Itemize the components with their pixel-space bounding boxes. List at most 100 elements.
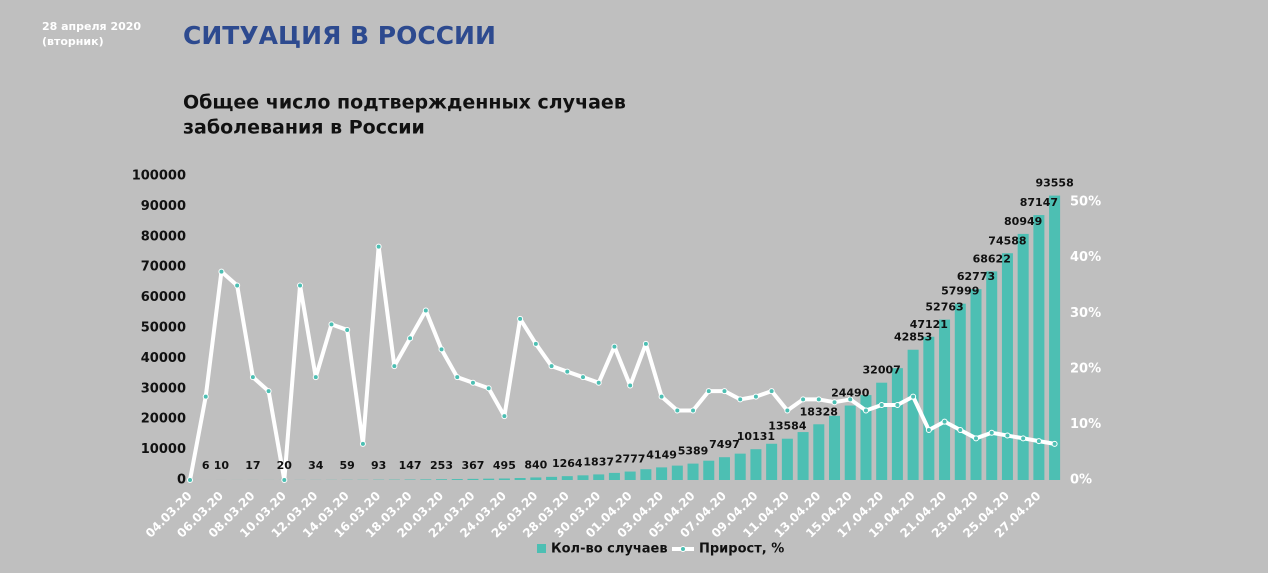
header: СИТУАЦИЯ В РОССИИ — [183, 21, 496, 50]
value-label: 68622 — [973, 252, 1011, 265]
value-label: 87147 — [1020, 196, 1058, 209]
y-tick-label: 30000 — [141, 381, 186, 396]
growth-point — [328, 321, 335, 328]
value-label: 10131 — [737, 430, 775, 443]
value-label: 74588 — [988, 234, 1026, 247]
y-tick-label: 80000 — [141, 229, 186, 244]
value-label: 1837 — [583, 455, 614, 468]
y-tick-label: 60000 — [141, 290, 186, 305]
value-label: 24490 — [831, 387, 870, 400]
y-tick-label: 10000 — [141, 442, 186, 457]
legend-swatch — [537, 544, 546, 553]
growth-point — [501, 413, 508, 420]
y2-tick-label: 10% — [1070, 417, 1101, 432]
value-label: 32007 — [863, 364, 901, 377]
y2-tick-label: 30% — [1070, 306, 1101, 321]
value-label: 20 — [277, 459, 293, 472]
growth-point — [910, 393, 917, 400]
growth-point — [548, 363, 555, 370]
bar — [1017, 233, 1029, 480]
growth-point — [187, 477, 193, 483]
value-label: 495 — [493, 459, 516, 472]
value-label: 52763 — [925, 301, 963, 314]
growth-point — [752, 393, 759, 400]
value-label: 62773 — [957, 270, 995, 283]
y2-tick-label: 50% — [1070, 195, 1101, 210]
growth-point — [517, 315, 524, 322]
bar — [608, 472, 620, 480]
growth-point — [674, 407, 681, 414]
growth-point — [800, 396, 807, 403]
bar — [656, 467, 668, 480]
growth-point — [627, 382, 634, 389]
growth-point — [218, 268, 225, 275]
value-label: 2777 — [615, 453, 646, 466]
growth-point — [344, 326, 351, 333]
growth-point — [878, 401, 885, 408]
value-label: 147 — [399, 459, 422, 472]
growth-point — [564, 368, 571, 375]
bar — [687, 463, 699, 480]
bar — [546, 476, 558, 480]
y-tick-label: 0 — [177, 473, 186, 488]
bar — [718, 457, 730, 480]
bar — [530, 477, 542, 480]
date: 28 апреля 2020 — [42, 20, 141, 33]
y-tick-label: 50000 — [141, 321, 186, 336]
growth-point — [894, 401, 901, 408]
value-label: 7497 — [709, 438, 740, 451]
bar — [1001, 253, 1013, 480]
bar — [813, 424, 825, 480]
growth-point — [234, 282, 241, 289]
growth-point — [957, 426, 964, 433]
growth-point — [422, 307, 429, 314]
growth-point — [438, 346, 445, 353]
bar — [671, 465, 683, 480]
value-label: 18328 — [800, 405, 838, 418]
growth-point — [768, 388, 775, 395]
growth-point — [265, 388, 272, 395]
y2-tick-label: 20% — [1070, 361, 1101, 376]
value-label: 47121 — [910, 318, 948, 331]
value-label: 6 — [202, 459, 210, 472]
value-label: 4149 — [646, 448, 677, 461]
value-label: 10 — [214, 459, 230, 472]
value-label: 5389 — [678, 445, 709, 458]
bar — [498, 478, 510, 480]
value-label: 13584 — [768, 420, 807, 433]
growth-point — [595, 379, 602, 386]
growth-point — [815, 396, 822, 403]
y2-tick-label: 0% — [1070, 473, 1092, 488]
bar — [891, 368, 903, 480]
bar — [750, 449, 762, 480]
y-tick-label: 90000 — [141, 199, 186, 214]
bar — [514, 477, 526, 480]
value-label: 93 — [371, 459, 386, 472]
growth-point — [784, 407, 791, 414]
growth-point — [642, 340, 649, 347]
growth-point — [532, 340, 539, 347]
growth-point — [249, 374, 256, 381]
bar — [907, 349, 919, 480]
bar — [1033, 215, 1045, 480]
bar — [561, 476, 573, 480]
value-label: 840 — [524, 458, 547, 471]
growth-point — [1051, 440, 1058, 447]
chart-title: Общее число подтвержденных случаев — [183, 92, 626, 114]
bar — [876, 382, 888, 480]
bar — [640, 469, 652, 480]
growth-point — [297, 282, 304, 289]
growth-point — [847, 396, 854, 403]
bar — [954, 303, 966, 480]
y-tick-label: 20000 — [141, 412, 186, 427]
growth-point — [407, 335, 414, 342]
y-tick-label: 70000 — [141, 260, 186, 275]
value-label: 93558 — [1035, 177, 1073, 190]
weekday: (вторник) — [42, 35, 104, 48]
bar — [703, 460, 715, 480]
growth-point — [925, 426, 932, 433]
chart-title: заболевания в России — [183, 117, 425, 139]
value-label: 42853 — [894, 331, 932, 344]
bar — [923, 336, 935, 480]
